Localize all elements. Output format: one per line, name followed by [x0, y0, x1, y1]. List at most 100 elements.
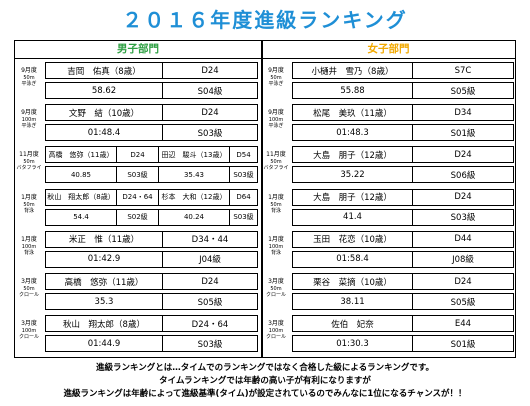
girls-course-cell: E44	[412, 315, 514, 333]
row-month-label-girls: 1月度	[268, 193, 284, 201]
girls-grade-cell: S05級	[412, 293, 514, 310]
boys-course-cell: D24	[162, 62, 258, 79]
boys-time-cell: 35.43	[158, 166, 230, 184]
row-event-label-boys: 50m バタフライ	[16, 159, 42, 172]
girls-grade-cell: S03級	[412, 208, 514, 226]
girls-name-cell: 玉田 花恋（10歳）	[292, 230, 413, 248]
boys-grade-cell: S04級	[162, 82, 258, 99]
row-month-label-girls: 9月度	[268, 109, 284, 117]
row-event-label-girls: 50m バタフライ	[263, 159, 289, 172]
girls-time-cell: 41.4	[292, 208, 413, 226]
center-divider	[261, 41, 263, 357]
boys-time-cell: 35.3	[45, 293, 163, 310]
boys-name-cell: 吉岡 佑真（8歳）	[45, 62, 163, 79]
row-month-label-boys: 11月度	[19, 151, 39, 159]
boys-grade-cell: S03級	[229, 208, 258, 226]
boys-name-cell: 秋山 翔太郎（8歳）	[45, 188, 117, 206]
row-event-label-girls: 100m 平泳ぎ	[268, 117, 284, 130]
girls-time-cell: 35.22	[292, 166, 413, 184]
boys-course-cell: D24・64	[162, 315, 258, 333]
boys-name-cell: 米正 惟（11歳）	[45, 230, 163, 248]
girls-name-cell: 佐伯 妃奈	[292, 315, 413, 333]
girls-course-cell: D34	[412, 104, 514, 122]
boys-time-cell: 40.85	[45, 166, 117, 184]
boys-course-cell: D34・44	[162, 230, 258, 248]
row-month-label-girls: 1月度	[268, 235, 284, 243]
girls-course-cell: D44	[412, 230, 514, 248]
boys-grade-cell: S05級	[162, 293, 258, 310]
girls-grade-cell: J08級	[412, 250, 514, 268]
girls-time-cell: 01:58.4	[292, 250, 413, 268]
boys-grade-cell: J04級	[162, 250, 258, 268]
girls-time-cell: 01:30.3	[292, 335, 413, 353]
girls-grade-cell: S01級	[412, 335, 514, 353]
row-event-label-girls: 50m クロール	[265, 286, 286, 298]
row-event-label-boys: 50m 背泳	[23, 201, 35, 214]
row-month-label-boys: 3月度	[21, 320, 37, 328]
girls-name-cell: 栗谷 菜摘（10歳）	[292, 273, 413, 290]
girls-grade-cell: S05級	[412, 82, 514, 99]
girls-name-cell: 大島 朋子（12歳）	[292, 188, 413, 206]
footer-line-3: 進級ランキングは年齢によって進級基準(タイム)が設定されているのでみんなに1位に…	[63, 389, 467, 399]
girls-name-cell: 松尾 美玖（11歳）	[292, 104, 413, 122]
row-month-label-boys: 9月度	[21, 67, 37, 74]
boys-name-cell: 文野 結（10歳）	[45, 104, 163, 122]
boys-time-cell: 01:48.4	[45, 124, 163, 142]
girls-header: 女子部門	[262, 41, 515, 59]
row-event-label-girls: 50m 背泳	[270, 201, 282, 214]
boys-grade-cell: S03級	[116, 166, 159, 184]
boys-course-cell: D64	[229, 188, 258, 206]
row-event-label-boys: 50m 平泳ぎ	[21, 75, 37, 87]
girls-course-cell: D24	[412, 273, 514, 290]
boys-time-cell: 54.4	[45, 208, 117, 226]
footer-line-1: 進級ランキングとは…タイムでのランキングではなく合格した級によるランキングです。	[96, 363, 434, 373]
girls-course-cell: D24	[412, 188, 514, 206]
boys-name-cell: 高橋 悠弥（11歳）	[45, 273, 163, 290]
boys-course-cell: D54	[229, 146, 258, 164]
boys-name-cell: 田辺 駿斗（13歳）	[158, 146, 230, 164]
girls-time-cell: 38.11	[292, 293, 413, 310]
girls-course-cell: S7C	[412, 62, 514, 79]
row-month-label-boys: 9月度	[21, 109, 37, 117]
row-event-label-girls: 50m 平泳ぎ	[268, 75, 284, 87]
row-event-label-boys: 50m クロール	[18, 286, 39, 298]
boys-course-cell: D24・64	[116, 188, 159, 206]
row-month-label-girls: 9月度	[268, 67, 284, 74]
row-event-label-boys: 100m 平泳ぎ	[21, 117, 37, 130]
boys-course-cell: D24	[116, 146, 159, 164]
boys-time-cell: 58.62	[45, 82, 163, 99]
row-event-label-girls: 100m クロール	[265, 328, 286, 341]
page-title: ２０１６年度進級ランキング	[122, 8, 408, 32]
footer-line-2: タイムランキングでは年齢の高い子が有利になりますが	[159, 376, 371, 386]
row-month-label-girls: 3月度	[268, 320, 284, 328]
girls-time-cell: 01:48.3	[292, 124, 413, 142]
boys-grade-cell: S03級	[162, 124, 258, 142]
ranking-sheet: 男子部門 女子部門 9月度 50m 平泳ぎ 9月度 50m 平泳ぎ 吉岡 佑真（8歳） D…	[14, 40, 516, 358]
row-event-label-boys: 100m 背泳	[21, 243, 37, 256]
girls-time-cell: 55.88	[292, 82, 413, 99]
boys-time-cell: 01:44.9	[45, 335, 163, 353]
girls-grade-cell: S06級	[412, 166, 514, 184]
boys-course-cell: D24	[162, 273, 258, 290]
row-month-label-boys: 1月度	[21, 235, 37, 243]
boys-course-cell: D24	[162, 104, 258, 122]
boys-grade-cell: S02級	[116, 208, 159, 226]
row-month-label-girls: 11月度	[266, 151, 286, 159]
row-month-label-girls: 3月度	[268, 278, 284, 285]
row-month-label-boys: 1月度	[21, 193, 37, 201]
boys-name-cell: 高橋 悠弥（11歳）	[45, 146, 117, 164]
boys-grade-cell: S03級	[229, 166, 258, 184]
boys-name-cell: 杉本 大和（12歳）	[158, 188, 230, 206]
girls-course-cell: D24	[412, 146, 514, 164]
boys-time-cell: 01:42.9	[45, 250, 163, 268]
girls-name-cell: 大島 朋子（12歳）	[292, 146, 413, 164]
row-event-label-girls: 100m 背泳	[268, 243, 284, 256]
girls-grade-cell: S01級	[412, 124, 514, 142]
row-month-label-boys: 3月度	[21, 278, 37, 285]
boys-header: 男子部門	[15, 41, 261, 59]
boys-time-cell: 40.24	[158, 208, 230, 226]
row-event-label-boys: 100m クロール	[18, 328, 39, 341]
boys-grade-cell: S03級	[162, 335, 258, 353]
boys-name-cell: 秋山 翔太郎（8歳）	[45, 315, 163, 333]
girls-name-cell: 小樋井 雪乃（8歳）	[292, 62, 413, 79]
